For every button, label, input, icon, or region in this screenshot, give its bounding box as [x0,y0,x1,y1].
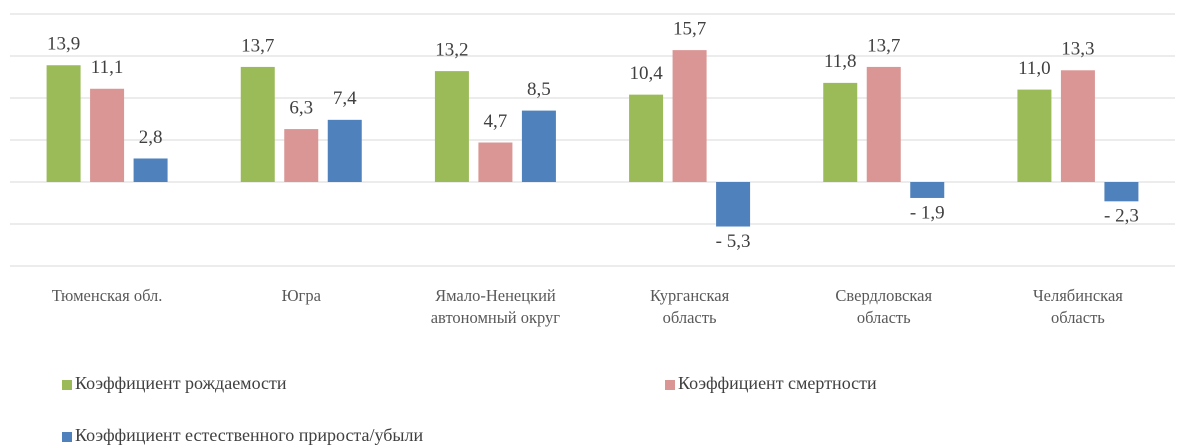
value-label: - 2,3 [1104,206,1139,227]
bar [1104,182,1139,202]
bar [823,82,858,182]
x-tick-label: Югра [281,286,321,305]
bar [434,71,469,182]
bar [46,65,81,182]
bar [910,182,945,198]
bar [90,88,125,182]
legend-swatch [665,380,675,390]
bar [716,182,751,227]
value-label: - 5,3 [716,231,751,252]
bar [284,129,319,182]
value-label: 11,0 [1018,58,1051,79]
bar [240,66,275,182]
value-label: 6,3 [289,97,313,118]
value-label: 10,4 [629,63,663,84]
value-label: 13,2 [435,39,468,60]
value-label: 11,8 [824,51,857,72]
bar [1017,89,1052,182]
bar [629,94,664,182]
value-label: 15,7 [673,18,706,39]
legend-swatch [62,380,72,390]
bar [1060,70,1095,182]
value-label: 13,3 [1061,39,1094,60]
legend-label: Коэффициент смертности [678,373,877,393]
x-tick-label: Курганская область [649,286,730,327]
legend-swatch [62,432,72,442]
value-label: 7,4 [333,88,357,109]
x-tick-label: Ямало-Ненецкий автономный округ [430,286,561,327]
bar [521,110,556,182]
legend-label: Коэффициент рождаемости [75,373,287,393]
value-label: 4,7 [484,111,508,132]
bar [327,119,362,182]
x-tick-label: Тюменская обл. [51,286,163,305]
bar [133,158,168,182]
bar [866,66,901,182]
x-tick-label: Свердловская область [835,286,933,327]
value-label: 11,1 [91,57,124,78]
value-label: 13,7 [241,35,274,56]
value-label: 13,7 [867,35,900,56]
bar [672,50,707,183]
value-label: - 1,9 [910,202,945,223]
value-label: 8,5 [527,79,551,100]
bar [478,142,513,182]
legend-label: Коэффициент естественного прироста/убыли [75,425,424,445]
x-tick-label: Челябинская область [1032,286,1123,327]
value-label: 13,9 [47,34,80,55]
value-label: 2,8 [139,127,163,148]
